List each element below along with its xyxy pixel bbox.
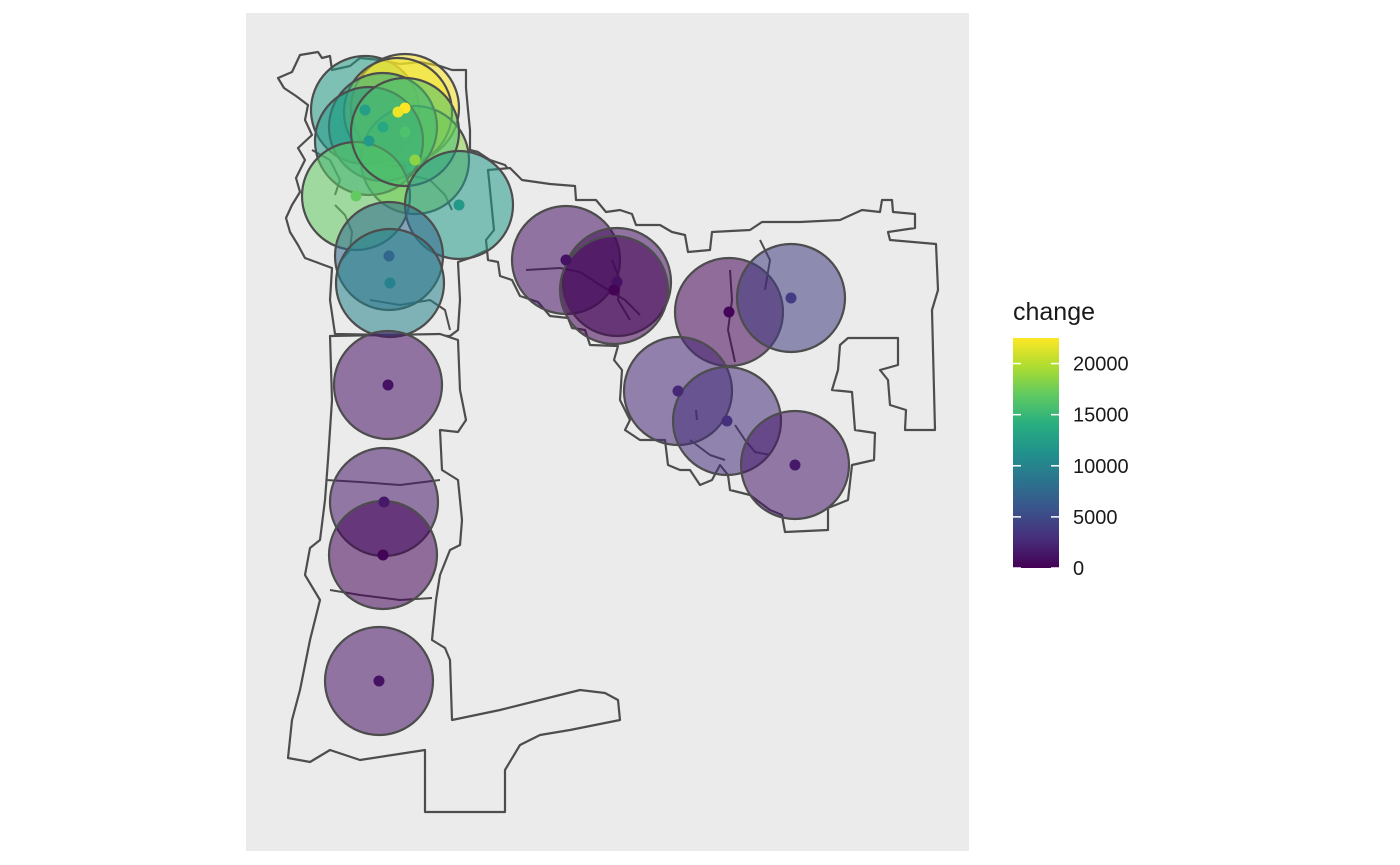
legend-tick-label: 5000: [1073, 507, 1118, 529]
site-point-s10: [383, 250, 395, 262]
site-point-s22: [789, 459, 801, 471]
site-point-s05: [377, 121, 389, 133]
site-point-s17: [377, 549, 389, 561]
site-point-s18: [723, 306, 735, 318]
site-point-s14: [608, 284, 620, 296]
legend-colorbar: [1013, 338, 1059, 568]
legend-tick-label: 20000: [1073, 354, 1129, 376]
site-point-s06: [363, 135, 375, 147]
site-point-s12: [560, 254, 572, 266]
site-point-s07: [350, 190, 362, 202]
site-point-s16: [378, 496, 390, 508]
legend-tick-label: 15000: [1073, 405, 1129, 427]
site-point-s21: [721, 415, 733, 427]
site-point-s09: [453, 199, 465, 211]
site-point-s03: [392, 106, 404, 118]
legend-ticks: 0 5000 10000 15000 20000: [1013, 354, 1129, 580]
site-point-s15: [382, 379, 394, 391]
legend-tick-label: 10000: [1073, 456, 1129, 478]
legend: change 0 5000 10000 15000 20000: [1013, 298, 1129, 580]
site-point-s08: [399, 126, 411, 138]
site-point-s23: [373, 675, 385, 687]
legend-title: change: [1013, 298, 1095, 326]
legend-tick-label: 0: [1073, 558, 1084, 580]
site-point-s01: [359, 104, 371, 116]
site-point-s19: [785, 292, 797, 304]
site-point-s11: [384, 277, 396, 289]
centroid-layer: [350, 102, 801, 687]
site-point-s04: [409, 154, 421, 166]
site-point-s20: [672, 385, 684, 397]
